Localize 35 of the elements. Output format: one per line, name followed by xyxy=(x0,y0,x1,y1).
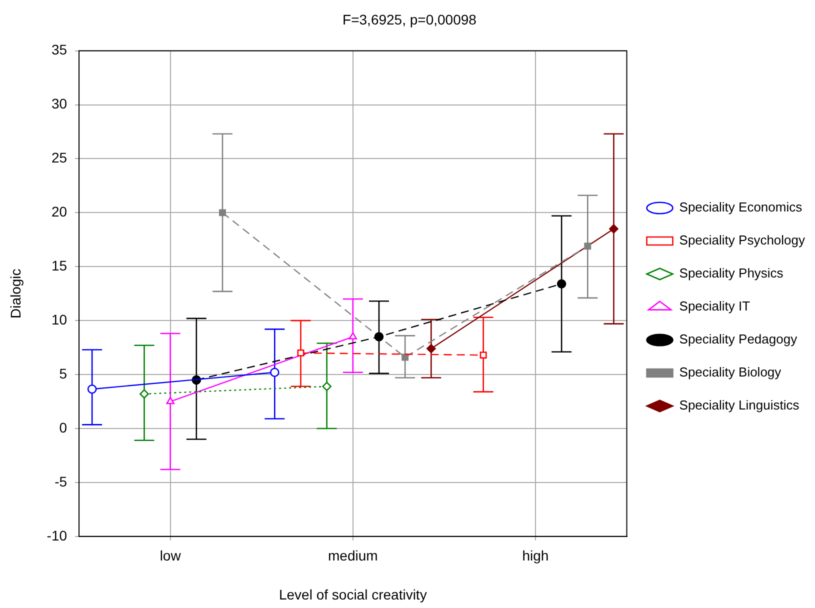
legend-label: Speciality Psychology xyxy=(679,232,806,248)
legend-label: Speciality Biology xyxy=(679,364,782,380)
point xyxy=(374,332,384,342)
point xyxy=(322,382,332,392)
x-tick-label: low xyxy=(160,548,182,564)
y-tick-label: 0 xyxy=(59,419,68,436)
legend-label: Speciality Economics xyxy=(679,200,803,215)
point xyxy=(219,209,226,216)
y-tick-label: 30 xyxy=(51,96,68,112)
y-tick-label: 10 xyxy=(51,311,68,328)
legend-label: Speciality Pedagogy xyxy=(679,332,798,347)
chart-title: F=3,6925, p=0,00098 xyxy=(342,11,477,28)
point xyxy=(297,349,304,356)
y-tick-label: 20 xyxy=(51,204,68,220)
legend-label: Speciality IT xyxy=(679,298,750,314)
y-tick-label: 35 xyxy=(51,42,68,58)
point xyxy=(584,242,592,250)
legend-label: Speciality Linguistics xyxy=(679,398,800,413)
y-tick-label: 25 xyxy=(51,150,68,166)
y-tick-label: 15 xyxy=(51,257,68,274)
point xyxy=(480,352,487,359)
x-tick-label: high xyxy=(522,548,549,564)
point xyxy=(270,368,280,378)
legend-label: Speciality Physics xyxy=(679,266,784,281)
y-tick-label: -10 xyxy=(46,527,68,544)
y-axis-title: Dialogic xyxy=(7,268,24,319)
point xyxy=(87,384,97,394)
y-tick-label: -5 xyxy=(54,473,68,490)
point xyxy=(426,344,436,354)
point xyxy=(609,224,618,234)
y-tick-label: 5 xyxy=(59,365,68,382)
point xyxy=(556,279,566,289)
x-tick-label: medium xyxy=(328,548,378,564)
x-axis-title: Level of social creativity xyxy=(278,586,427,602)
point xyxy=(140,389,149,399)
